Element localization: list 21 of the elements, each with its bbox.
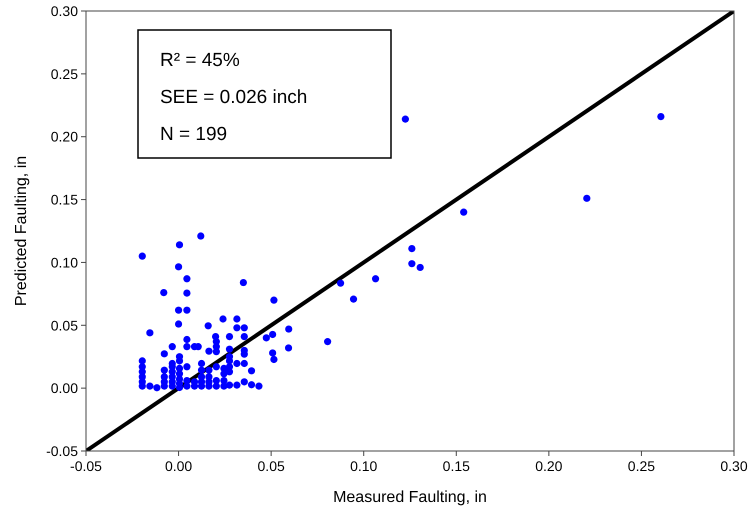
y-tick-label: 0.05 bbox=[50, 317, 78, 334]
x-tick-label: 0.25 bbox=[628, 458, 656, 474]
x-tick-label: 0.15 bbox=[442, 458, 470, 474]
x-tick-label: 0.05 bbox=[258, 458, 285, 474]
y-tick-label: 0.20 bbox=[50, 128, 78, 145]
y-axis-title: Predicted Faulting, in bbox=[13, 156, 30, 306]
annotation: SEE = 0.026 inch bbox=[160, 87, 308, 108]
y-tick-label: 0.15 bbox=[50, 192, 78, 208]
y-tick-label: -0.05 bbox=[46, 443, 78, 459]
x-axis-title: Measured Faulting, in bbox=[333, 489, 487, 506]
y-tick-label: 0.25 bbox=[50, 66, 78, 82]
x-tick-label: 0.20 bbox=[535, 458, 563, 474]
y-tick-label: 0.30 bbox=[50, 3, 78, 19]
y-tick-label: 0.10 bbox=[50, 254, 78, 270]
annotation: R² = 45% bbox=[160, 50, 240, 71]
annotation: N = 199 bbox=[160, 124, 228, 145]
x-tick-label: 0.30 bbox=[720, 458, 748, 474]
x-tick-label: 0.00 bbox=[164, 458, 192, 474]
x-tick-label: -0.05 bbox=[70, 458, 102, 474]
x-tick-label: 0.10 bbox=[350, 458, 378, 474]
y-tick-label: 0.00 bbox=[50, 380, 78, 396]
